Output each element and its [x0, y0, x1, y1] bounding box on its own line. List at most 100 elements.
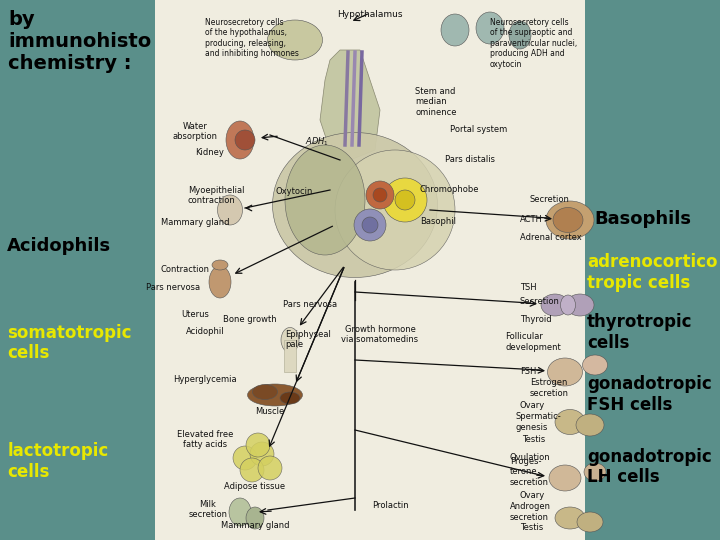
Text: Secretion: Secretion [530, 195, 570, 205]
Text: Testis: Testis [522, 435, 545, 444]
Text: Oxytocin: Oxytocin [275, 187, 312, 197]
Ellipse shape [212, 260, 228, 270]
Text: Mammary gland: Mammary gland [161, 218, 229, 227]
Text: gonadotropic
FSH cells: gonadotropic FSH cells [587, 375, 711, 414]
Text: Testis: Testis [520, 523, 544, 532]
Text: Uterus: Uterus [181, 310, 209, 319]
Ellipse shape [476, 12, 504, 44]
Text: Contraction: Contraction [161, 265, 210, 274]
Ellipse shape [246, 507, 264, 529]
Text: Prolactin: Prolactin [372, 501, 408, 510]
Text: Ovary: Ovary [520, 401, 545, 409]
Ellipse shape [555, 409, 585, 435]
Ellipse shape [248, 384, 302, 406]
Text: TSH: TSH [520, 284, 536, 293]
Circle shape [373, 188, 387, 202]
Text: Chromophobe: Chromophobe [420, 186, 480, 194]
Text: Basophils: Basophils [594, 210, 691, 228]
Text: ACTH: ACTH [520, 215, 543, 225]
Ellipse shape [335, 150, 455, 270]
Text: Adrenal cortex: Adrenal cortex [520, 233, 582, 242]
Text: Stem and
median
ominence: Stem and median ominence [415, 87, 456, 117]
Polygon shape [320, 50, 380, 160]
Text: Mammary gland: Mammary gland [221, 521, 289, 530]
Text: Muscle: Muscle [256, 407, 284, 416]
Text: somatotropic
cells: somatotropic cells [7, 323, 132, 362]
Ellipse shape [547, 358, 582, 386]
Ellipse shape [217, 195, 243, 225]
Text: by
immunohisto
chemistry :: by immunohisto chemistry : [8, 10, 151, 73]
Ellipse shape [509, 21, 531, 49]
Text: Pars nervosa: Pars nervosa [146, 284, 200, 293]
Text: Basophil: Basophil [420, 218, 456, 226]
Circle shape [366, 181, 394, 209]
Text: thyrotropic
cells: thyrotropic cells [587, 313, 693, 352]
Circle shape [383, 178, 427, 222]
Text: Spermatic-
genesis: Spermatic- genesis [515, 413, 561, 431]
Text: Neurosecretory cells
of the supraoptic and
paraventricular nuclei,
producing ADH: Neurosecretory cells of the supraoptic a… [490, 18, 577, 69]
Circle shape [395, 190, 415, 210]
Ellipse shape [576, 414, 604, 436]
Text: Milk
secretion: Milk secretion [189, 500, 228, 519]
Text: Acidophils: Acidophils [7, 237, 112, 255]
Text: Secretion: Secretion [520, 298, 560, 307]
Ellipse shape [209, 266, 231, 298]
Ellipse shape [541, 294, 569, 316]
Circle shape [250, 442, 274, 466]
Text: Portal system: Portal system [450, 125, 508, 134]
Text: Androgen
secretion: Androgen secretion [510, 502, 551, 522]
Text: Kidney: Kidney [196, 148, 225, 157]
Ellipse shape [566, 294, 594, 316]
Ellipse shape [584, 463, 606, 481]
Circle shape [354, 209, 386, 241]
Ellipse shape [577, 512, 603, 532]
Ellipse shape [546, 201, 594, 239]
Circle shape [233, 446, 257, 470]
Ellipse shape [553, 207, 583, 233]
Ellipse shape [229, 498, 251, 526]
Ellipse shape [253, 384, 277, 400]
Ellipse shape [268, 20, 323, 60]
Ellipse shape [272, 132, 438, 278]
Ellipse shape [582, 355, 608, 375]
Text: Neurosecretory cells
of the hypothalamus,
producing, releasing,
and inhibiting h: Neurosecretory cells of the hypothalamus… [205, 18, 299, 58]
Text: Water
absorption: Water absorption [173, 122, 217, 141]
Ellipse shape [281, 327, 299, 353]
Text: Pars nervosa: Pars nervosa [283, 300, 337, 309]
Text: Adipose tissue: Adipose tissue [225, 482, 286, 491]
Text: gonadotropic
LH cells: gonadotropic LH cells [587, 448, 711, 487]
FancyBboxPatch shape [155, 0, 585, 540]
Text: Growth hormone
via somatomedins: Growth hormone via somatomedins [341, 325, 418, 345]
Text: Proges-
terone
secretion: Proges- terone secretion [510, 457, 549, 487]
Text: Bone growth: Bone growth [223, 315, 276, 324]
Circle shape [240, 458, 264, 482]
Text: Elevated free
fatty acids: Elevated free fatty acids [177, 430, 233, 449]
Text: Ovulation: Ovulation [510, 454, 551, 462]
Text: Hyperglycemia: Hyperglycemia [174, 375, 237, 384]
Text: Follicular
development: Follicular development [505, 332, 561, 352]
Ellipse shape [280, 392, 300, 404]
Text: Acidophil: Acidophil [186, 327, 225, 336]
Text: Thyroid: Thyroid [520, 315, 552, 325]
Ellipse shape [441, 14, 469, 46]
Ellipse shape [226, 121, 254, 159]
Circle shape [362, 217, 378, 233]
Ellipse shape [555, 507, 585, 529]
Text: Ovary: Ovary [520, 490, 545, 500]
Circle shape [246, 433, 270, 457]
Ellipse shape [285, 145, 365, 255]
Text: $ADH_1$: $ADH_1$ [305, 136, 329, 148]
Text: Pars distalis: Pars distalis [445, 156, 495, 165]
Text: Myoepithelial
contraction: Myoepithelial contraction [188, 186, 245, 205]
Text: FSH: FSH [520, 368, 536, 376]
Text: Estrogen
secretion: Estrogen secretion [530, 379, 569, 397]
Text: Hypothalamus: Hypothalamus [337, 10, 402, 19]
Circle shape [258, 456, 282, 480]
Circle shape [235, 130, 255, 150]
Text: lactotropic
cells: lactotropic cells [7, 442, 109, 481]
Ellipse shape [560, 295, 575, 315]
Text: Epiphyseal
pale: Epiphyseal pale [285, 330, 331, 349]
Text: adrenocortico
tropic cells: adrenocortico tropic cells [587, 253, 717, 292]
Ellipse shape [549, 465, 581, 491]
Bar [284, 340, 296, 372]
